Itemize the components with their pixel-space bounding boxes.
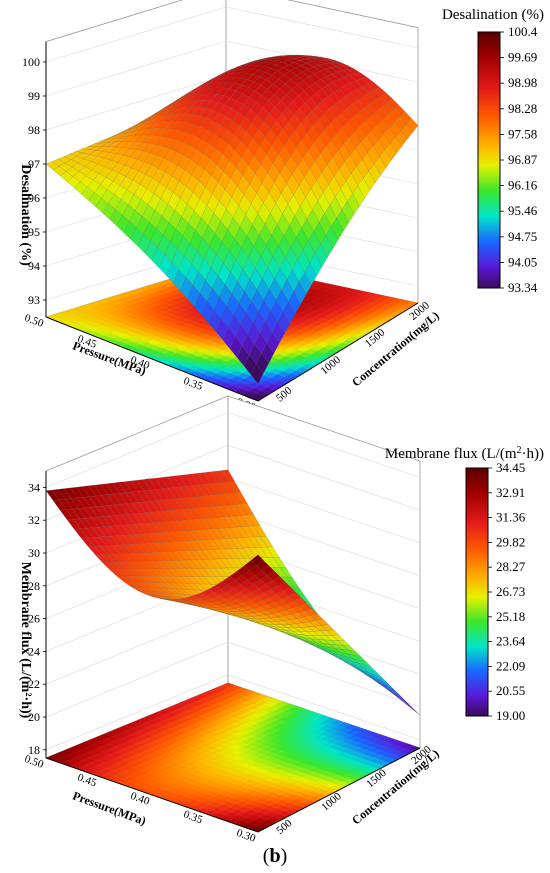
surface-cell [326, 629, 340, 636]
colorbar-ticks-b: 34.45 32.91 31.36 29.82 28.27 26.73 25.18 23.64… [488, 460, 526, 723]
surface-cell [405, 118, 419, 133]
z-tick-label: 20 [28, 710, 40, 724]
z-tick-label: 100 [22, 55, 40, 69]
surface-cell [298, 272, 312, 295]
surface-cell [357, 177, 371, 199]
colorbar-b [465, 467, 489, 717]
colorbar-tick-label: 29.82 [496, 534, 525, 549]
colorbar-tick-label: 95.46 [508, 203, 538, 218]
colorbar-a [477, 31, 501, 289]
colorbar-tick-label: 28.27 [496, 559, 526, 574]
colorbar-ticks-a: 100.4 99.69 98.98 98.28 97.58 96.87 96.16 95.46… [500, 24, 538, 295]
colorbar-tick-label: 98.28 [508, 101, 537, 116]
z-axis-label-b: Membrane flux (L/(m²·h)) [18, 562, 33, 719]
colorbar-tick-label: 96.16 [508, 178, 538, 193]
colorbar-tick-label: 31.36 [496, 510, 526, 525]
colorbar-tick-label: 26.73 [496, 584, 525, 599]
colorbar-tick-label: 25.18 [496, 609, 525, 624]
surface-cell [352, 185, 365, 207]
surface-cell [293, 597, 307, 606]
z-tick-label: 32 [28, 513, 40, 527]
surface-cell [384, 143, 397, 161]
z-tick-label: 24 [28, 644, 40, 658]
colorbar-title-b: Membrane flux (L/(m2·h)) [385, 445, 544, 462]
z-tick-label: 94 [28, 259, 40, 273]
surface-cell [261, 565, 275, 576]
x-tick-label: 0.50 [23, 753, 46, 771]
colorbar-tick-label: 94.75 [508, 229, 537, 244]
surface-cell [282, 301, 296, 324]
surface-cell [288, 592, 302, 601]
wall-gridline [45, 40, 419, 97]
z-tick-label: 97 [28, 157, 40, 171]
colorbar-tick-label: 100.4 [508, 24, 538, 39]
x-tick-label: 0.50 [23, 312, 46, 330]
z-tick-label: 99 [28, 89, 40, 103]
caption-b-close: ) [281, 845, 288, 867]
z-tick-label: 95 [28, 225, 40, 239]
colorbar-tick-label: 20.55 [496, 683, 525, 698]
floor-edge [45, 747, 421, 833]
colorbar-title-b-post: ·h)) [522, 446, 545, 462]
z-tick-label: 34 [28, 480, 40, 494]
colorbar-title-b-pre: Membrane flux (L/(m [385, 446, 517, 462]
colorbar-tick-label: 23.64 [496, 634, 526, 649]
colorbar-tick-label: 19.00 [496, 708, 525, 723]
z-tick-label: 26 [28, 612, 40, 626]
surface-cell [386, 685, 399, 694]
colorbar-tick-label: 96.87 [508, 152, 538, 167]
floor-edge [45, 302, 419, 402]
z-tick-label: 30 [28, 546, 40, 560]
colorbar-tick-label: 97.58 [508, 126, 537, 141]
surface-cell [299, 602, 313, 611]
wall-gridline [45, 412, 421, 488]
colorbar-tick-label: 98.98 [508, 75, 537, 90]
z-tick-label: 96 [28, 191, 40, 205]
wall-gridline [45, 641, 421, 718]
colorbar-tick-label: 34.45 [496, 460, 525, 475]
surface-a [45, 54, 419, 384]
surface-cell [368, 163, 381, 184]
colorbar-title-b-sup: 2 [517, 445, 522, 456]
surface-cell [389, 136, 403, 154]
surface-cell [325, 226, 339, 250]
caption-b-letter: b [269, 845, 280, 867]
caption-b: (b) [263, 845, 287, 867]
colorbar-tick-label: 99.69 [508, 50, 537, 65]
panel-a: 939495969798991000.500.450.400.350.30500… [18, 0, 544, 436]
surface-cell [395, 130, 408, 147]
contour-floor-b [45, 682, 421, 833]
wall-gridline [45, 6, 419, 63]
surface-cell [304, 608, 318, 616]
surface-cell [272, 321, 285, 344]
colorbar-title-a: Desalination (%) [442, 7, 544, 23]
colorbar-tick-label: 93.34 [508, 280, 538, 295]
surface-cell [283, 586, 297, 596]
surface-cell [272, 575, 286, 586]
caption-b-open: ( [263, 845, 270, 867]
colorbar-tick-label: 32.91 [496, 485, 525, 500]
surface-cell [288, 291, 301, 315]
surface-b [45, 469, 421, 716]
surface-cell [375, 675, 388, 684]
colorbar-tick-label: 22.09 [496, 658, 525, 673]
surface-cell [250, 554, 264, 566]
z-axis-label-a: Desalination (%) [18, 164, 33, 266]
z-tick-label: 18 [28, 743, 40, 757]
colorbar-tick-label: 94.05 [508, 254, 537, 269]
wall-gridline [45, 674, 421, 751]
z-tick-label: 28 [28, 579, 40, 593]
surface-cell [379, 149, 392, 169]
surface-cell [364, 665, 377, 673]
z-tick-label: 22 [28, 677, 40, 691]
z-tick-label: 93 [28, 293, 40, 307]
z-tick-label: 98 [28, 123, 40, 137]
surface-cell [315, 618, 329, 626]
surface-cell [358, 659, 372, 668]
surface-cell [337, 640, 351, 646]
surface-cell [250, 363, 264, 384]
